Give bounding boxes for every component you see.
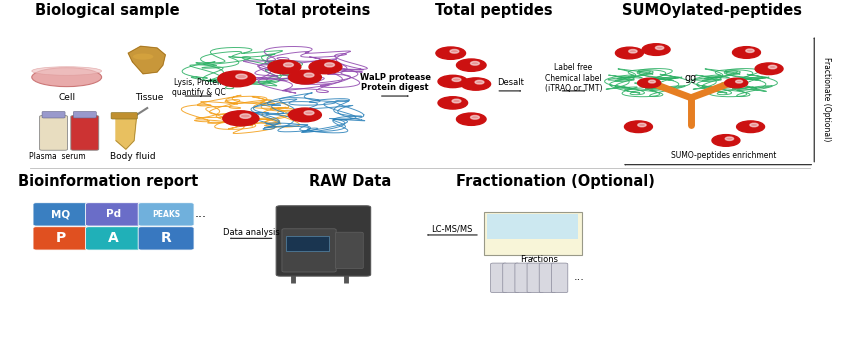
Polygon shape — [128, 46, 165, 74]
FancyBboxPatch shape — [42, 111, 65, 118]
Circle shape — [733, 47, 760, 58]
Circle shape — [625, 121, 652, 133]
FancyBboxPatch shape — [40, 116, 67, 150]
Circle shape — [475, 80, 484, 84]
Text: MQ: MQ — [51, 209, 71, 220]
Circle shape — [438, 75, 468, 88]
FancyBboxPatch shape — [86, 227, 142, 250]
FancyBboxPatch shape — [551, 263, 568, 293]
Circle shape — [452, 78, 461, 82]
Circle shape — [642, 44, 670, 55]
Circle shape — [648, 80, 656, 83]
Circle shape — [750, 123, 758, 127]
Text: SUMOylated-peptides: SUMOylated-peptides — [621, 3, 802, 18]
FancyBboxPatch shape — [484, 212, 582, 255]
FancyBboxPatch shape — [277, 206, 371, 276]
Circle shape — [755, 63, 783, 75]
Circle shape — [712, 135, 740, 146]
Circle shape — [450, 49, 459, 53]
FancyBboxPatch shape — [540, 263, 556, 293]
Text: Body fluid: Body fluid — [110, 152, 155, 161]
Circle shape — [461, 78, 491, 90]
Circle shape — [637, 78, 661, 88]
Circle shape — [438, 97, 468, 109]
FancyBboxPatch shape — [491, 263, 507, 293]
Text: Data analysis: Data analysis — [223, 228, 280, 237]
Circle shape — [746, 49, 754, 52]
Circle shape — [655, 46, 663, 49]
Circle shape — [452, 99, 461, 103]
Circle shape — [725, 78, 748, 88]
FancyBboxPatch shape — [138, 203, 194, 226]
Circle shape — [240, 114, 251, 118]
Circle shape — [309, 60, 342, 74]
Text: Tissue: Tissue — [135, 93, 163, 102]
FancyBboxPatch shape — [138, 227, 194, 250]
Circle shape — [288, 108, 321, 122]
Circle shape — [457, 113, 486, 125]
Circle shape — [725, 137, 733, 141]
Text: R: R — [161, 232, 171, 245]
Ellipse shape — [32, 67, 102, 75]
Text: Biological sample: Biological sample — [35, 3, 180, 18]
Text: Pd: Pd — [106, 209, 121, 220]
Text: PEAKS: PEAKS — [152, 210, 180, 219]
Text: LC-MS/MS: LC-MS/MS — [432, 224, 473, 233]
FancyBboxPatch shape — [111, 113, 137, 119]
Text: Fractions: Fractions — [520, 255, 558, 264]
Polygon shape — [116, 117, 137, 149]
Ellipse shape — [32, 68, 102, 87]
FancyBboxPatch shape — [286, 236, 329, 251]
FancyBboxPatch shape — [33, 227, 89, 250]
FancyBboxPatch shape — [282, 229, 336, 272]
Text: Total peptides: Total peptides — [435, 3, 553, 18]
Text: RAW Data: RAW Data — [309, 174, 391, 189]
Circle shape — [638, 123, 646, 127]
Circle shape — [223, 111, 259, 126]
Text: SUMO-peptides enrichment: SUMO-peptides enrichment — [671, 151, 776, 159]
Text: ...: ... — [573, 272, 584, 282]
Text: Bioinformation report: Bioinformation report — [18, 174, 198, 189]
FancyBboxPatch shape — [502, 263, 519, 293]
FancyBboxPatch shape — [336, 232, 363, 269]
Circle shape — [457, 59, 486, 71]
Circle shape — [304, 73, 314, 77]
Text: Cell: Cell — [58, 93, 75, 102]
Ellipse shape — [133, 54, 153, 60]
FancyBboxPatch shape — [487, 214, 578, 239]
Circle shape — [288, 70, 321, 84]
Text: Desalt: Desalt — [497, 78, 524, 87]
Text: WaLP protease
Protein digest: WaLP protease Protein digest — [360, 73, 431, 92]
Circle shape — [217, 71, 255, 87]
FancyBboxPatch shape — [515, 263, 531, 293]
Circle shape — [470, 116, 480, 119]
Text: Fractionation (Optional): Fractionation (Optional) — [456, 174, 655, 189]
Circle shape — [737, 121, 765, 133]
FancyBboxPatch shape — [71, 116, 99, 150]
Circle shape — [304, 111, 314, 115]
Text: Lysis, Protein
quantify & QC: Lysis, Protein quantify & QC — [172, 78, 226, 97]
Circle shape — [268, 60, 301, 74]
Text: Fractionate (Optional): Fractionate (Optional) — [822, 57, 831, 142]
FancyBboxPatch shape — [527, 263, 544, 293]
Circle shape — [736, 80, 743, 83]
Circle shape — [629, 49, 637, 53]
Text: A: A — [108, 232, 119, 245]
FancyBboxPatch shape — [33, 203, 89, 226]
Text: ...: ... — [195, 207, 207, 220]
Circle shape — [768, 65, 776, 69]
Text: P: P — [56, 232, 66, 245]
Text: Total proteins: Total proteins — [256, 3, 370, 18]
Text: Plasma  serum: Plasma serum — [30, 152, 86, 161]
Circle shape — [236, 74, 247, 79]
Circle shape — [283, 63, 293, 67]
FancyBboxPatch shape — [86, 203, 142, 226]
Circle shape — [615, 47, 643, 59]
FancyBboxPatch shape — [73, 111, 96, 118]
Text: Label free
Chemical label
(iTRAQ or TMT): Label free Chemical label (iTRAQ or TMT) — [545, 63, 602, 93]
Text: gg: gg — [685, 73, 697, 83]
Circle shape — [436, 47, 465, 59]
Circle shape — [325, 63, 335, 67]
Circle shape — [470, 61, 480, 65]
